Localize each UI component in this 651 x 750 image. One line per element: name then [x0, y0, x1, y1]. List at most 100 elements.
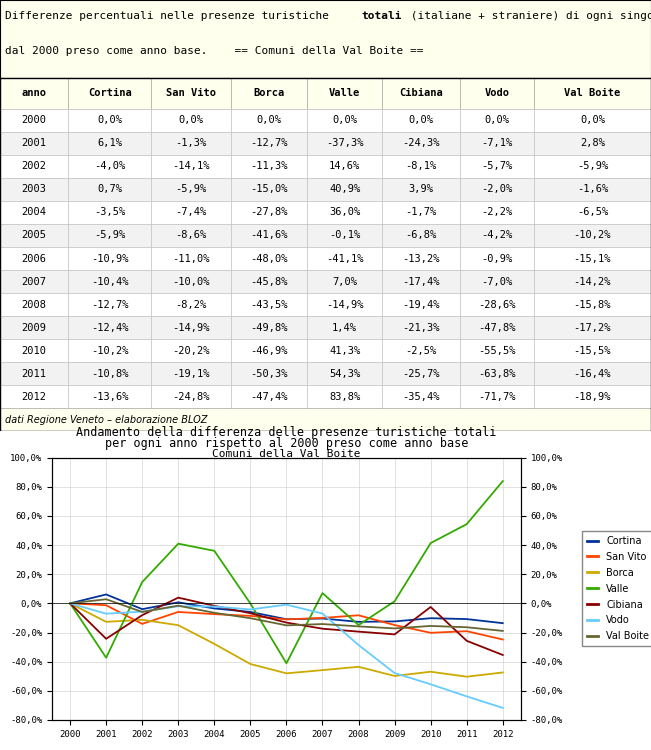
Text: -19,4%: -19,4%	[402, 300, 439, 310]
Text: 2003: 2003	[21, 184, 47, 194]
Text: totali: totali	[361, 10, 402, 21]
Bar	[307, 270, 382, 293]
Bar	[534, 132, 651, 154]
Bar	[151, 109, 231, 132]
Bar	[68, 78, 151, 109]
Text: 0,0%: 0,0%	[332, 116, 357, 125]
Text: 6,1%: 6,1%	[97, 138, 122, 148]
Text: 0,0%: 0,0%	[580, 116, 605, 125]
Bar	[534, 293, 651, 316]
Text: 36,0%: 36,0%	[329, 208, 361, 218]
Text: 3,9%: 3,9%	[408, 184, 434, 194]
Text: -14,2%: -14,2%	[574, 277, 611, 286]
Bar	[307, 78, 382, 109]
Text: -12,7%: -12,7%	[91, 300, 128, 310]
Bar	[231, 247, 307, 270]
Bar	[231, 178, 307, 201]
Text: Comuni della Val Boite: Comuni della Val Boite	[212, 449, 361, 459]
Text: -43,5%: -43,5%	[251, 300, 288, 310]
Bar	[460, 154, 534, 178]
Text: -19,1%: -19,1%	[173, 369, 210, 379]
Bar	[231, 224, 307, 247]
Text: -5,9%: -5,9%	[175, 184, 207, 194]
Text: -5,9%: -5,9%	[94, 230, 126, 241]
Text: -21,3%: -21,3%	[402, 322, 439, 333]
Bar	[534, 386, 651, 409]
Text: -41,6%: -41,6%	[251, 230, 288, 241]
Bar	[151, 201, 231, 224]
Text: Val Boite: Val Boite	[564, 88, 620, 98]
Bar	[151, 178, 231, 201]
Text: -8,2%: -8,2%	[175, 300, 207, 310]
Bar	[0, 0, 651, 78]
Text: -25,7%: -25,7%	[402, 369, 439, 379]
Bar	[307, 362, 382, 386]
Bar	[231, 201, 307, 224]
Text: Cibiana: Cibiana	[399, 88, 443, 98]
Text: -41,1%: -41,1%	[326, 254, 363, 263]
Text: 0,0%: 0,0%	[178, 116, 204, 125]
Bar	[68, 293, 151, 316]
Text: 54,3%: 54,3%	[329, 369, 361, 379]
Bar	[382, 293, 460, 316]
Bar	[534, 339, 651, 362]
Text: Borca: Borca	[253, 88, 285, 98]
Bar	[307, 132, 382, 154]
Text: -16,4%: -16,4%	[574, 369, 611, 379]
Bar	[0, 178, 68, 201]
Text: (italiane + straniere) di ogni singolo anno: (italiane + straniere) di ogni singolo a…	[404, 10, 651, 21]
Text: -46,9%: -46,9%	[251, 346, 288, 355]
Bar	[68, 247, 151, 270]
Text: -10,2%: -10,2%	[91, 346, 128, 355]
Text: -17,2%: -17,2%	[574, 322, 611, 333]
Bar	[68, 270, 151, 293]
Text: -15,8%: -15,8%	[574, 300, 611, 310]
Bar	[0, 247, 68, 270]
Bar	[68, 201, 151, 224]
Bar	[460, 132, 534, 154]
Bar	[534, 270, 651, 293]
Bar	[382, 386, 460, 409]
Bar	[460, 109, 534, 132]
Text: -71,7%: -71,7%	[478, 392, 516, 402]
Bar	[151, 386, 231, 409]
Bar	[382, 132, 460, 154]
Text: 7,0%: 7,0%	[332, 277, 357, 286]
Bar	[460, 270, 534, 293]
Text: 0,0%: 0,0%	[408, 116, 434, 125]
Bar	[382, 316, 460, 339]
Bar	[307, 109, 382, 132]
Text: -11,3%: -11,3%	[251, 161, 288, 171]
Bar	[151, 78, 231, 109]
Bar	[0, 339, 68, 362]
Text: -13,6%: -13,6%	[91, 392, 128, 402]
Bar	[382, 109, 460, 132]
Text: 83,8%: 83,8%	[329, 392, 361, 402]
Bar	[382, 224, 460, 247]
Bar	[460, 386, 534, 409]
Bar	[68, 224, 151, 247]
Text: -37,3%: -37,3%	[326, 138, 363, 148]
Text: San Vito: San Vito	[166, 88, 216, 98]
Text: -15,1%: -15,1%	[574, 254, 611, 263]
Text: -24,8%: -24,8%	[173, 392, 210, 402]
Text: -13,2%: -13,2%	[402, 254, 439, 263]
Bar	[534, 201, 651, 224]
Bar	[151, 154, 231, 178]
Text: -10,2%: -10,2%	[574, 230, 611, 241]
Bar	[151, 224, 231, 247]
Text: -35,4%: -35,4%	[402, 392, 439, 402]
Text: -12,4%: -12,4%	[91, 322, 128, 333]
Text: -2,0%: -2,0%	[481, 184, 512, 194]
Text: per ogni anno rispetto al 2000 preso come anno base: per ogni anno rispetto al 2000 preso com…	[105, 437, 468, 450]
Bar	[460, 178, 534, 201]
Text: 2001: 2001	[21, 138, 47, 148]
Text: 2005: 2005	[21, 230, 47, 241]
Bar	[151, 293, 231, 316]
Text: -14,1%: -14,1%	[173, 161, 210, 171]
Text: -6,5%: -6,5%	[577, 208, 608, 218]
Bar	[231, 386, 307, 409]
Bar	[151, 362, 231, 386]
Text: -55,5%: -55,5%	[478, 346, 516, 355]
Text: 0,0%: 0,0%	[97, 116, 122, 125]
